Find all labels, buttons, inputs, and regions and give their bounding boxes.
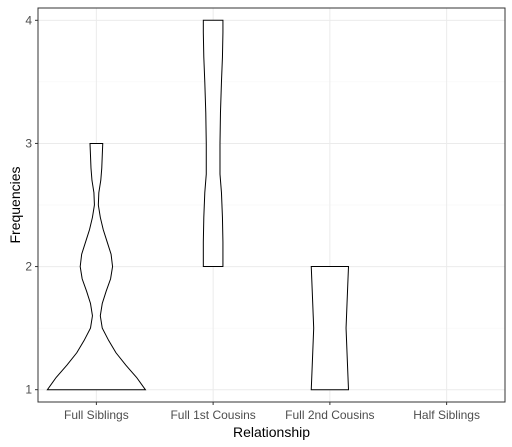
- x-tick-label: Half Siblings: [413, 408, 480, 422]
- x-tick-label: Full 1st Cousins: [170, 408, 255, 422]
- y-tick-label: 4: [25, 13, 32, 27]
- violin-full-2nd-cousins: [311, 267, 348, 390]
- y-tick-label: 2: [25, 260, 32, 274]
- y-tick-label: 1: [25, 383, 32, 397]
- violin-full-1st-cousins: [203, 20, 223, 266]
- x-tick-label: Full Siblings: [64, 408, 129, 422]
- y-tick-label: 3: [25, 136, 32, 150]
- y-axis-title: Frequencies: [7, 166, 23, 243]
- x-axis-title: Relationship: [233, 424, 310, 440]
- x-tick-label: Full 2nd Cousins: [285, 408, 374, 422]
